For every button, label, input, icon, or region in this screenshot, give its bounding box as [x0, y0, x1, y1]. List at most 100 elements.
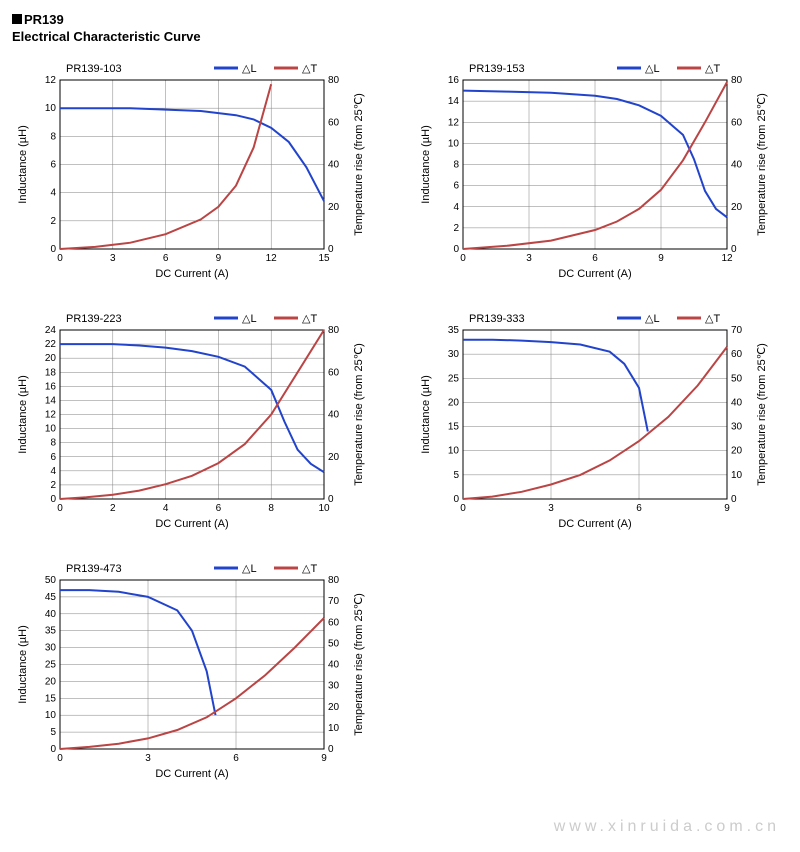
svg-text:0: 0 [50, 494, 56, 505]
svg-text:5: 5 [453, 470, 459, 481]
svg-text:10: 10 [45, 103, 57, 114]
svg-text:6: 6 [636, 503, 642, 514]
svg-text:△L: △L [242, 563, 257, 575]
svg-text:9: 9 [724, 503, 730, 514]
svg-text:10: 10 [448, 138, 460, 149]
svg-text:20: 20 [45, 676, 57, 687]
chart-pr139-103: 02468101203691215020406080PR139-103△L△TD… [12, 52, 385, 292]
svg-text:0: 0 [453, 244, 459, 255]
svg-text:0: 0 [328, 244, 334, 255]
svg-text:60: 60 [731, 349, 743, 360]
svg-text:40: 40 [45, 609, 57, 620]
chart-pr139-333: 051015202530350369010203040506070PR139-3… [415, 302, 788, 542]
svg-text:8: 8 [50, 438, 56, 449]
svg-text:12: 12 [266, 253, 278, 264]
svg-text:8: 8 [268, 503, 274, 514]
svg-text:△L: △L [645, 63, 660, 75]
svg-text:△T: △T [302, 63, 317, 75]
svg-text:Temperature rise (from 25℃): Temperature rise (from 25℃) [353, 93, 365, 236]
delta-l-line [60, 590, 216, 715]
svg-text:0: 0 [460, 503, 466, 514]
svg-text:0: 0 [731, 494, 737, 505]
svg-text:60: 60 [328, 617, 340, 628]
svg-text:Inductance (µH): Inductance (µH) [420, 375, 432, 453]
chart-pr139-153: 0246810121416036912020406080PR139-153△L△… [415, 52, 788, 292]
svg-text:40: 40 [328, 160, 340, 171]
delta-l-line [463, 340, 648, 432]
delta-l-line [60, 344, 324, 472]
svg-text:0: 0 [50, 744, 56, 755]
svg-text:0: 0 [731, 244, 737, 255]
svg-text:16: 16 [45, 381, 57, 392]
svg-text:4: 4 [163, 503, 169, 514]
svg-text:DC Current (A): DC Current (A) [155, 768, 228, 780]
svg-text:16: 16 [448, 75, 460, 86]
page-subtitle: Electrical Characteristic Curve [12, 29, 788, 44]
svg-text:△T: △T [302, 563, 317, 575]
svg-text:8: 8 [453, 160, 459, 171]
svg-text:4: 4 [50, 188, 56, 199]
delta-l-line [60, 108, 324, 201]
svg-text:25: 25 [448, 373, 460, 384]
svg-text:50: 50 [328, 638, 340, 649]
svg-text:40: 40 [328, 660, 340, 671]
svg-text:70: 70 [328, 596, 340, 607]
svg-text:0: 0 [50, 244, 56, 255]
svg-text:10: 10 [45, 710, 57, 721]
svg-text:70: 70 [731, 325, 743, 336]
svg-text:4: 4 [453, 202, 459, 213]
svg-text:20: 20 [45, 353, 57, 364]
svg-text:6: 6 [50, 160, 56, 171]
svg-text:30: 30 [328, 681, 340, 692]
svg-text:6: 6 [233, 753, 239, 764]
svg-text:Temperature rise (from 25℃): Temperature rise (from 25℃) [756, 93, 768, 236]
svg-text:Temperature rise (from 25℃): Temperature rise (from 25℃) [353, 343, 365, 486]
svg-text:3: 3 [110, 253, 116, 264]
svg-text:5: 5 [50, 727, 56, 738]
svg-text:35: 35 [448, 325, 460, 336]
svg-text:40: 40 [328, 410, 340, 421]
svg-text:6: 6 [453, 181, 459, 192]
svg-text:Temperature rise (from 25℃): Temperature rise (from 25℃) [756, 343, 768, 486]
svg-text:10: 10 [448, 446, 460, 457]
svg-text:12: 12 [45, 410, 57, 421]
svg-text:Inductance (µH): Inductance (µH) [17, 625, 29, 703]
svg-text:18: 18 [45, 367, 57, 378]
svg-text:2: 2 [110, 503, 116, 514]
svg-text:Temperature rise (from 25℃): Temperature rise (from 25℃) [353, 593, 365, 736]
svg-text:80: 80 [328, 575, 340, 586]
svg-text:△L: △L [645, 313, 660, 325]
svg-text:Inductance (µH): Inductance (µH) [17, 375, 29, 453]
svg-text:DC Current (A): DC Current (A) [558, 268, 631, 280]
delta-t-line [463, 347, 727, 499]
svg-text:80: 80 [731, 75, 743, 86]
svg-text:9: 9 [658, 253, 664, 264]
chart-title: PR139-333 [469, 313, 525, 325]
svg-text:3: 3 [145, 753, 151, 764]
svg-text:9: 9 [321, 753, 327, 764]
svg-text:12: 12 [448, 117, 460, 128]
svg-text:Inductance (µH): Inductance (µH) [17, 125, 29, 203]
svg-text:10: 10 [328, 723, 340, 734]
svg-text:2: 2 [50, 480, 56, 491]
svg-text:25: 25 [45, 660, 57, 671]
svg-text:80: 80 [328, 325, 340, 336]
svg-text:2: 2 [50, 216, 56, 227]
svg-text:80: 80 [328, 75, 340, 86]
chart-title: PR139-473 [66, 563, 122, 575]
svg-text:0: 0 [57, 503, 63, 514]
chart-title: PR139-103 [66, 63, 122, 75]
svg-text:14: 14 [45, 395, 57, 406]
chart-title: PR139-153 [469, 63, 525, 75]
svg-text:50: 50 [731, 373, 743, 384]
svg-text:△T: △T [705, 313, 720, 325]
svg-text:15: 15 [448, 422, 460, 433]
svg-text:0: 0 [328, 494, 334, 505]
svg-text:20: 20 [448, 397, 460, 408]
svg-text:30: 30 [731, 422, 743, 433]
svg-text:22: 22 [45, 339, 57, 350]
svg-text:15: 15 [45, 693, 57, 704]
svg-text:3: 3 [548, 503, 554, 514]
svg-text:8: 8 [50, 131, 56, 142]
svg-text:20: 20 [731, 202, 743, 213]
